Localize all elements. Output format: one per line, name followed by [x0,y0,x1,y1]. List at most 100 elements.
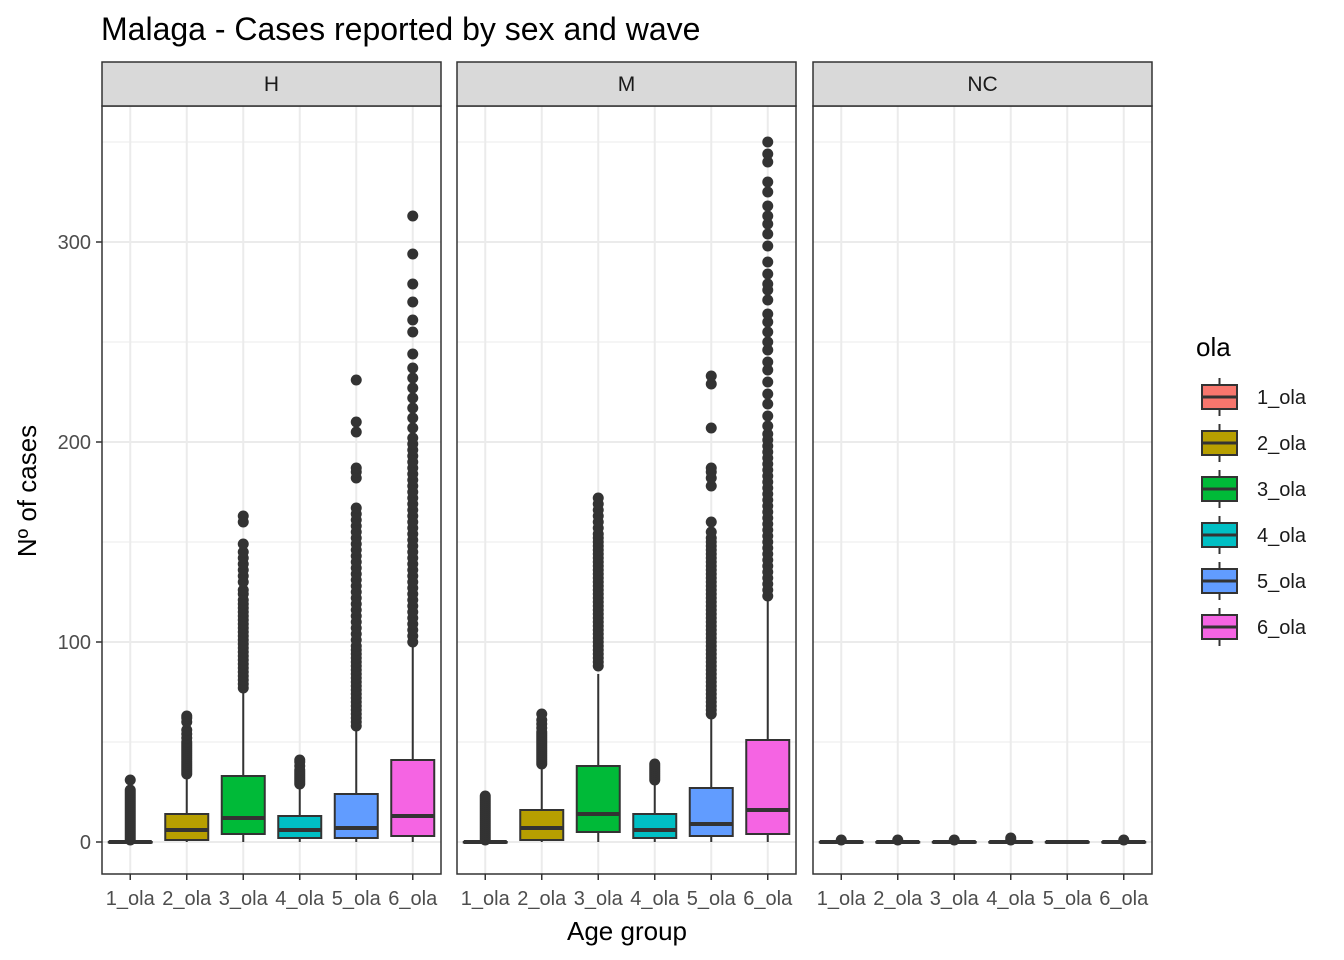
x-tick-label: 1_ola [817,888,867,910]
outlier-point [892,834,904,846]
outlier-point [762,240,774,252]
box-2_ola [164,710,210,842]
outlier-point [762,176,774,188]
outlier-point [835,834,847,846]
outlier-point [294,754,306,766]
box-body [164,813,210,841]
box-5_ola [1044,840,1090,844]
x-tick-label: 5_ola [687,888,737,910]
facet-panel-m: M 1_ola 2_ola 3_ola 4_ola 5_ola 6_ola [456,61,797,910]
legend-label: 1_ola [1257,387,1307,409]
outlier-point [407,402,419,414]
outlier-point [762,268,774,280]
outlier-point [181,724,193,736]
panel-background [102,106,441,874]
x-tick-label: 6_ola [1099,888,1149,910]
outlier-point [762,344,774,356]
y-tick-label: 0 [80,832,91,854]
outlier-point [762,308,774,320]
outlier-point [407,412,419,424]
outlier-point [762,326,774,338]
legend-label: 6_ola [1257,617,1307,639]
outlier-point [762,156,774,168]
outlier-point [705,516,717,528]
outlier-point [407,372,419,384]
x-tick-label: 5_ola [1043,888,1093,910]
x-tick-label: 3_ola [219,888,269,910]
box-1_ola [462,790,508,846]
box-body [390,759,436,837]
outlier-point [124,774,136,786]
x-tick-label: 4_ola [275,888,325,910]
outlier-point [1005,832,1017,844]
outlier-point [407,362,419,374]
y-axis-title: Nº of cases [12,425,42,557]
outlier-point [407,392,419,404]
outlier-point [237,510,249,522]
y-tick-label: 100 [58,632,91,654]
outlier-point [762,388,774,400]
box-3_ola [931,834,977,846]
outlier-point [350,502,362,514]
outlier-point [762,364,774,376]
outlier-point [762,428,774,440]
outlier-point [407,422,419,434]
box-6_ola [1101,834,1147,846]
legend-label: 2_ola [1257,433,1307,455]
box-body [519,809,565,841]
outlier-point [407,326,419,338]
outlier-point [762,294,774,306]
outlier-point [237,538,249,550]
x-tick-label: 3_ola [930,888,980,910]
box-2_ola [519,708,565,842]
outlier-point [181,710,193,722]
panel-background [813,106,1152,874]
x-tick-label: 2_ola [873,888,923,910]
outlier-point [350,462,362,474]
outlier-point [705,526,717,538]
legend: ola 1_ola 2_ola 3_ola 4_ola 5_ola 6_ola [1196,332,1307,646]
strip-background [812,61,1153,107]
box-body [333,793,379,839]
strip-label: NC [967,73,997,96]
outlier-point [705,480,717,492]
outlier-point [407,210,419,222]
x-tick-label: 4_ola [986,888,1036,910]
outlier-point [1118,834,1130,846]
legend-title: ola [1196,332,1231,362]
outlier-point [948,834,960,846]
outlier-point [350,416,362,428]
outlier-point [592,492,604,504]
box-3_ola [220,510,266,842]
legend-label: 3_ola [1257,479,1307,501]
outlier-point [237,546,249,558]
outlier-point [705,378,717,390]
box-body [632,813,678,839]
outlier-point [705,422,717,434]
legend-key-4_ola: 4_ola [1201,516,1307,554]
outlier-point [407,348,419,360]
facet-panels: H 1_ola 2_ola 3_ola 4_ola 5_ola 6_ola M 1_ola 2_o… [58,61,1153,910]
box-body [745,739,791,835]
outlier-point [762,228,774,240]
outlier-point [762,200,774,212]
outlier-point [407,296,419,308]
x-axis-title: Age group [567,916,687,946]
chart-title: Malaga - Cases reported by sex and wave [101,11,700,47]
box-body [575,765,621,833]
x-tick-label: 1_ola [106,888,156,910]
legend-key-3_ola: 3_ola [1201,470,1307,508]
panel-background [457,106,796,874]
outlier-point [407,248,419,260]
legend-key-6_ola: 6_ola [1201,608,1307,646]
x-tick-label: 1_ola [461,888,511,910]
y-tick-label: 300 [58,232,91,254]
outlier-point [762,186,774,198]
legend-key-1_ola: 1_ola [1201,378,1307,416]
outlier-point [762,398,774,410]
outlier-point [762,210,774,222]
box-1_ola [818,834,864,846]
box-4_ola [632,758,678,842]
outlier-point [407,314,419,326]
outlier-point [407,278,419,290]
